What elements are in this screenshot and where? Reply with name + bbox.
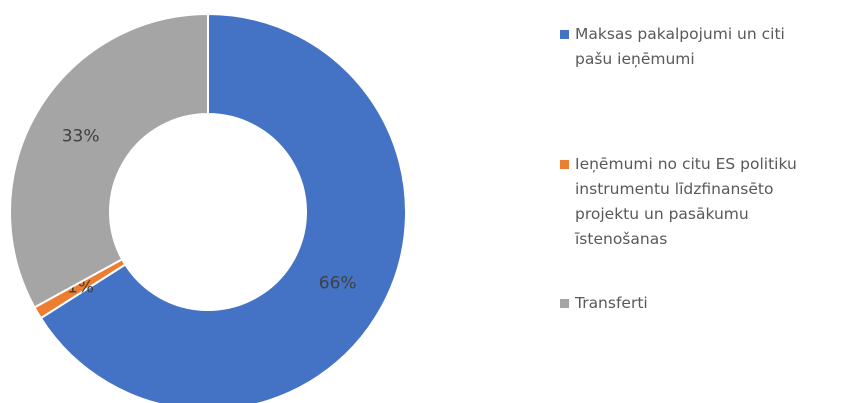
legend-swatch: [560, 160, 569, 169]
legend-label: Ieņēmumi no citu ES politiku instrumentu…: [575, 155, 797, 248]
data-label: 33%: [62, 127, 100, 147]
donut-slice: [9, 12, 209, 309]
legend-label: Transferti: [575, 294, 648, 312]
legend-label: Maksas pakalpojumi un citi pašu ieņēmumi: [575, 25, 785, 68]
legend-entry: Ieņēmumi no citu ES politiku instrumentu…: [560, 152, 860, 252]
legend-entry: Transferti: [560, 291, 860, 316]
legend-swatch: [560, 299, 569, 308]
legend-entry: Maksas pakalpojumi un citi pašu ieņēmumi: [560, 22, 860, 72]
legend-swatch: [560, 30, 569, 39]
donut-slice: [39, 12, 407, 403]
data-label: 66%: [319, 273, 357, 293]
